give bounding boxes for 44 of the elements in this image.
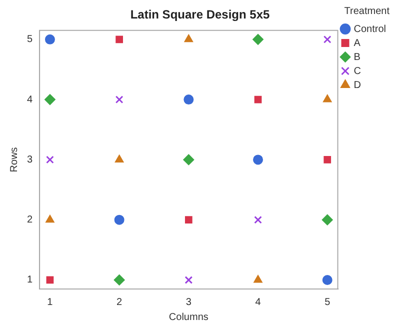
point (254, 274, 262, 283)
point (46, 276, 54, 284)
point (254, 96, 262, 104)
legend-label: C (354, 66, 361, 77)
point (322, 94, 332, 102)
chart-title: Latin Square Design 5x5 (130, 8, 270, 22)
point (116, 36, 123, 44)
y-tick-label: 2 (27, 214, 33, 226)
point (114, 274, 125, 286)
point (183, 154, 194, 166)
x-tick-label: 3 (186, 296, 192, 308)
x-tick-label: 5 (324, 296, 331, 308)
y-tick-label: 3 (27, 154, 33, 166)
x-tick-label: 1 (47, 296, 54, 308)
point (324, 156, 332, 164)
point (46, 156, 54, 164)
y-axis-title: Rows (8, 147, 20, 172)
legend-label: B (354, 52, 361, 63)
legend-label: Control (354, 24, 386, 35)
x-tick-label: 2 (116, 296, 123, 308)
legend-label: D (354, 80, 361, 91)
point (184, 94, 194, 105)
point (322, 274, 332, 285)
point (253, 154, 264, 165)
legend-title: Treatment (344, 6, 390, 17)
y-tick-label: 1 (27, 274, 33, 286)
point (184, 276, 193, 284)
point (323, 35, 332, 44)
x-axis-title: Columns (168, 312, 208, 323)
legend-label: A (354, 38, 361, 49)
point (44, 34, 55, 44)
y-tick-label: 4 (27, 94, 33, 106)
point (254, 216, 262, 224)
point (252, 34, 264, 45)
x-tick-label: 4 (255, 296, 262, 308)
y-tick-label: 5 (27, 34, 33, 46)
point (115, 96, 124, 104)
point (44, 94, 56, 106)
point (46, 214, 54, 223)
point (322, 214, 333, 226)
point (114, 154, 124, 162)
point (184, 34, 194, 42)
point (184, 216, 192, 224)
point (114, 214, 124, 225)
